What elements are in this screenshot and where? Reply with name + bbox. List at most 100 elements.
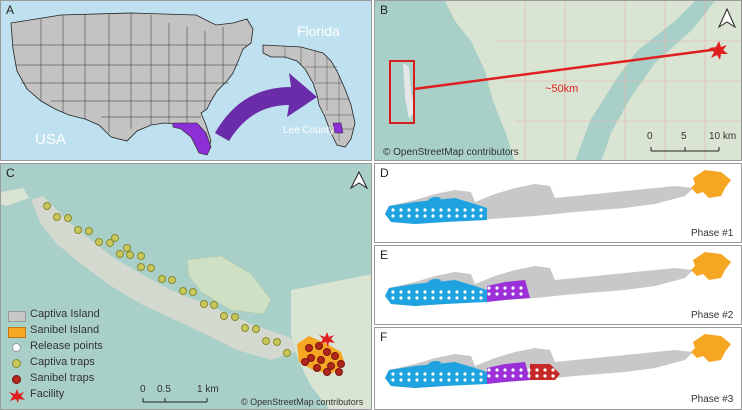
captiva-trap [147,263,156,272]
panel-a-label: A [6,3,15,17]
release-point [447,214,451,218]
release-point [415,296,419,300]
sanibel-trap [323,348,331,356]
release-zone-phase-1 [385,362,487,388]
north-arrow-c [349,170,369,190]
release-point [431,296,435,300]
study-area-box [389,60,415,124]
panel-e-label: E [380,248,389,262]
release-point [487,374,491,378]
attribution-b: © OpenStreetMap contributors [383,147,519,158]
release-point [439,214,443,218]
captiva-trap [283,349,291,357]
release-point [471,372,475,376]
captiva-trap [123,244,131,252]
legend-item: Sanibel traps [6,372,138,388]
attribution-c: © OpenStreetMap contributors [241,397,364,407]
captiva-trap [84,226,93,235]
legend-swatch-captiva-island [8,311,26,322]
release-point [527,374,531,378]
legend-swatch-sanibel-island [8,327,26,338]
release-point [399,214,403,218]
scalebar-b [650,147,720,152]
panel-c-label: C [6,166,15,180]
legend-symbol-captiva-trap [12,359,21,368]
captiva-trap [157,274,166,283]
panel-a-usa-map: A USA Florida Lee County [0,0,372,161]
release-point [415,372,419,376]
captiva-trap [220,311,229,320]
release-point [455,378,459,382]
release-zone-phase-2 [487,362,530,384]
sanibel-trap [305,344,313,352]
phase-1-map [385,170,731,224]
release-point [407,208,411,212]
lee-county-highlight [332,122,344,134]
release-point [423,296,427,300]
phase-1-label: Phase #1 [691,228,734,239]
phase-2-map [385,252,731,306]
release-point [503,368,507,372]
captiva-trap [74,225,83,234]
captiva-trap [63,214,72,223]
legend-label: Sanibel traps [30,372,95,384]
captiva-trap [209,300,218,309]
captiva-trap [137,252,145,260]
distance-label: ~50km [545,83,579,95]
captiva-trap [189,288,198,297]
captiva-trap [95,237,104,246]
release-point [447,296,451,300]
sanibel-trap [327,362,335,370]
release-point [423,208,427,212]
release-point [423,378,427,382]
sanibel-trap [313,364,321,372]
release-point [439,372,443,376]
phase-2-label: Phase #2 [691,310,734,321]
release-point [399,296,403,300]
release-point [399,208,403,212]
release-point [511,368,515,372]
release-point [511,286,515,290]
captiva-trap [272,337,281,346]
release-point [519,292,523,296]
release-point [447,372,451,376]
release-point [487,286,491,290]
release-point [551,368,555,372]
release-point [519,368,523,372]
release-point [447,378,451,382]
release-point [407,372,411,376]
release-point [415,290,419,294]
legend-item: Release points [6,340,138,356]
release-point [415,208,419,212]
release-point [439,296,443,300]
legend-symbol-sanibel-trap [12,375,21,384]
distance-line [413,47,720,91]
release-point [535,374,539,378]
release-point [391,208,395,212]
panel-c-island-map: C Captiva Island Sanibel Island Release … [0,163,372,410]
zoom-arrow [215,73,317,141]
release-point [391,372,395,376]
captiva-trap [178,287,187,296]
release-point [455,372,459,376]
sanibel-trap [315,342,323,350]
release-point [503,374,507,378]
release-point [399,372,403,376]
release-point [399,290,403,294]
release-point [431,208,435,212]
north-arrow-b [717,7,737,29]
release-point [415,214,419,218]
release-point [463,296,467,300]
release-point [391,296,395,300]
phase-3-label: Phase #3 [691,394,734,405]
release-point [407,214,411,218]
release-point [455,290,459,294]
release-point [463,372,467,376]
scalebar-c [142,398,208,403]
release-point [455,296,459,300]
legend-label: Sanibel Island [30,324,100,336]
release-point [463,208,467,212]
release-point [399,378,403,382]
panel-b-regional-map: B ~50km 0 5 10 km © OpenStreetMap contri… [374,0,742,161]
panel-d-phase-1: D Phase #1 [374,163,742,243]
